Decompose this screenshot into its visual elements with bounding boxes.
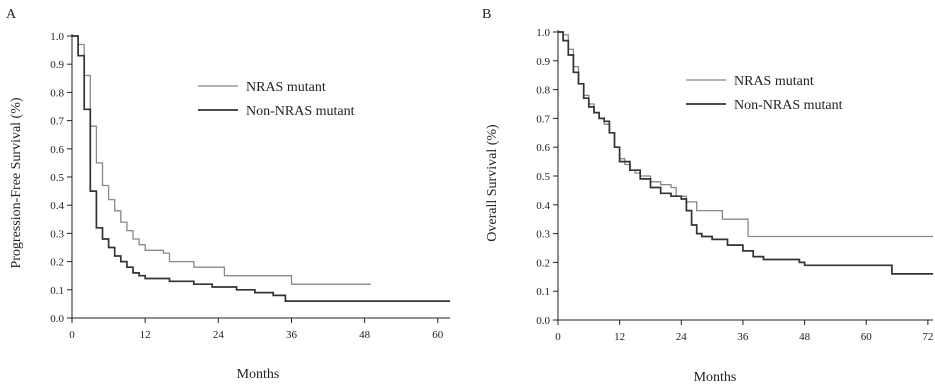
panel-b-y-tick-label: 0.5 [536,171,550,183]
panel-b: B Overall Survival (%) Months 0 12 24 36 48 6… [482,7,933,385]
panel-b-y-tick-label: 1.0 [536,27,550,39]
panel-a-x-tick-label: 0 [69,329,75,341]
panel-a-y-tick-label: 0.8 [50,87,64,99]
panel-a: A Progression-Free Survival (%) Months 0… [6,7,450,382]
panel-a-x-tick-label: 60 [432,329,444,341]
panel-b-y-tick-label: 0.8 [536,85,550,97]
panel-a-y-tick-label: 0.9 [50,59,64,71]
panel-b-x-tick-label: 72 [922,331,933,343]
panel-b-letter: B [482,7,491,22]
panel-a-x-tick-label: 24 [213,329,225,341]
panel-a-y-tick-label: 0.5 [50,172,64,184]
panel-a-y-tick-label: 0.2 [50,257,64,269]
panel-a-y-tick-label: 0.0 [50,313,64,325]
panel-a-legend-label: NRAS mutant [246,80,326,95]
panel-b-legend-label: NRAS mutant [734,74,814,89]
panel-a-plot: 0 12 24 36 48 60 0.0 0.1 0.2 0.3 0.4 0.5 0.6 0.7 0.8 0.… [50,31,450,341]
panel-b-plot: 0 12 24 36 48 60 72 0.0 0.1 0.2 0.3 0.4 0.5 0.6 0.7 0.8… [536,27,933,343]
panel-b-x-tick-label: 60 [861,331,873,343]
panel-a-letter: A [6,7,17,22]
panel-a-x-tick-label: 48 [359,329,371,341]
panel-b-y-tick-label: 0.9 [536,56,550,68]
panel-a-series-line [72,35,371,285]
panel-a-series-line [72,35,450,302]
panel-b-y-tick-label: 0.6 [536,142,550,154]
panel-a-y-tick-label: 1.0 [50,31,64,43]
panel-b-y-tick-label: 0.0 [536,315,550,327]
panel-a-x-tick-label: 36 [286,329,298,341]
panel-b-x-tick-label: 24 [676,331,688,343]
panel-b-x-tick-label: 36 [737,331,749,343]
panel-b-x-tick-label: 48 [799,331,811,343]
panel-b-ylabel: Overall Survival (%) [485,124,500,242]
panel-b-legend-label: Non-NRAS mutant [734,98,843,113]
panel-b-y-tick-label: 0.7 [536,113,550,125]
panel-a-y-tick-label: 0.7 [50,116,64,128]
panel-b-x-tick-label: 0 [555,331,561,343]
panel-a-x-tick-label: 12 [140,329,151,341]
panel-b-xlabel: Months [694,370,737,385]
panel-a-y-tick-label: 0.6 [50,144,64,156]
panel-b-x-tick-label: 12 [614,331,625,343]
panel-a-ylabel: Progression-Free Survival (%) [9,97,24,268]
panel-a-legend-label: Non-NRAS mutant [246,104,355,119]
panel-a-xlabel: Months [237,367,280,382]
panel-a-y-tick-label: 0.1 [50,285,64,297]
panel-a-y-tick-label: 0.4 [50,200,64,212]
panel-b-y-tick-label: 0.2 [536,257,550,269]
panel-b-y-tick-label: 0.1 [536,286,550,298]
panel-a-y-tick-label: 0.3 [50,228,64,240]
panel-b-y-tick-label: 0.3 [536,229,550,241]
panel-b-y-tick-label: 0.4 [536,200,550,212]
panel-b-series-line [558,31,933,275]
